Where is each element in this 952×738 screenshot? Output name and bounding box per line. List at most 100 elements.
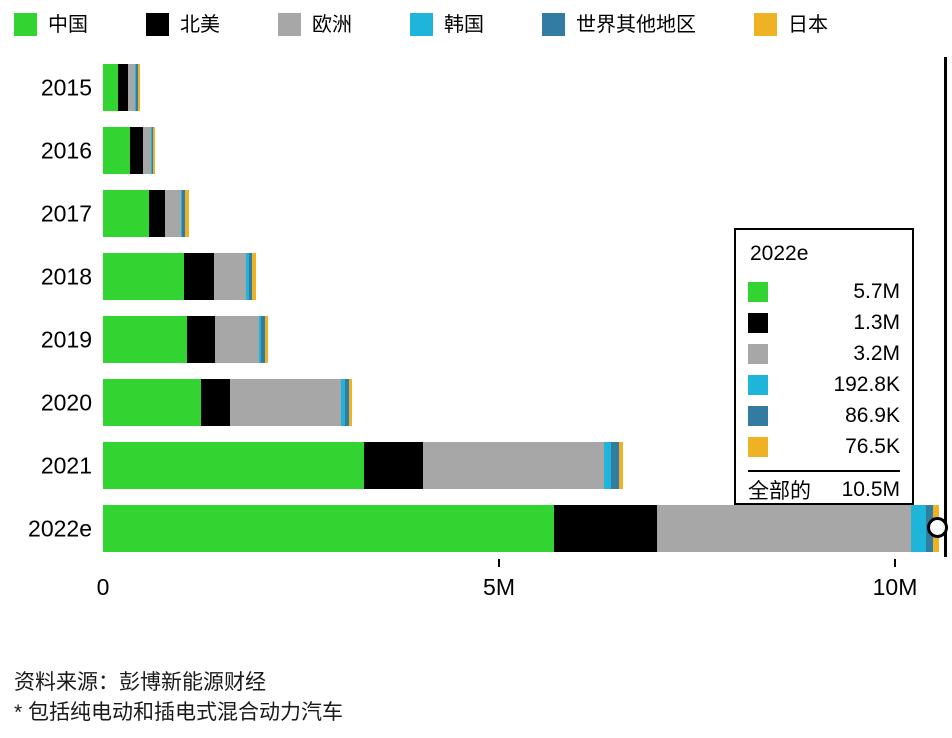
tooltip-swatch-icon <box>748 436 768 457</box>
tooltip-value: 76.5K <box>845 434 900 458</box>
stacked-bar-2018[interactable] <box>103 253 256 300</box>
tooltip-value: 3.2M <box>853 341 900 365</box>
bar-segment[interactable] <box>344 379 350 426</box>
bar-segment[interactable] <box>150 127 152 174</box>
bar-segment[interactable] <box>554 505 658 552</box>
bar-segment[interactable] <box>103 505 555 552</box>
bar-segment[interactable] <box>182 190 185 237</box>
bar-segment[interactable] <box>129 127 143 174</box>
bar-segment[interactable] <box>422 442 604 489</box>
bar-segment[interactable] <box>127 64 136 111</box>
legend-swatch-icon <box>14 13 37 36</box>
x-tick-mark <box>498 559 500 567</box>
bar-segment[interactable] <box>603 442 612 489</box>
tooltip-value: 1.3M <box>853 310 900 334</box>
bar-segment[interactable] <box>251 253 256 300</box>
stacked-bar-2020[interactable] <box>103 379 352 426</box>
bar-row-2019: 2019 <box>0 308 952 371</box>
tooltip-row: 3.2M <box>748 338 900 369</box>
bar-row-2021: 2021 <box>0 434 952 497</box>
legend-label: 韩国 <box>444 13 484 36</box>
chart-footer: 资料来源：彭博新能源财经 * 包括纯电动和插电式混合动力汽车 <box>14 668 343 728</box>
tooltip-swatch-icon <box>748 374 768 395</box>
chart-legend: 中国 北美 欧洲 韩国 世界其他地区 日本 <box>14 13 828 36</box>
bar-segment[interactable] <box>246 253 249 300</box>
bar-segment[interactable] <box>248 253 252 300</box>
tooltip-row: 192.8K <box>748 369 900 400</box>
tooltip: 2022e 5.7M 1.3M 3.2M 192.8K 86.9K 76.5K 全部的 1… <box>734 228 914 505</box>
bar-segment[interactable] <box>259 316 262 363</box>
stacked-bar-2019[interactable] <box>103 316 269 363</box>
bar-segment[interactable] <box>214 316 259 363</box>
bar-segment[interactable] <box>103 64 119 111</box>
year-label: 2018 <box>40 263 92 289</box>
legend-swatch-icon <box>278 13 301 36</box>
bar-segment[interactable] <box>103 253 184 300</box>
tooltip-value: 5.7M <box>853 279 900 303</box>
bar-segment[interactable] <box>181 190 183 237</box>
bar-segment[interactable] <box>261 316 266 363</box>
tooltip-rows: 5.7M 1.3M 3.2M 192.8K 86.9K 76.5K <box>748 276 900 462</box>
bar-row-2017: 2017 <box>0 182 952 245</box>
bar-segment[interactable] <box>137 64 140 111</box>
bar-segment[interactable] <box>142 127 151 174</box>
tooltip-swatch-icon <box>748 405 768 426</box>
stacked-bar-2017[interactable] <box>103 190 190 237</box>
legend-item-3: 欧洲 <box>278 13 352 36</box>
bar-segment[interactable] <box>103 379 202 426</box>
legend-swatch-icon <box>754 13 777 36</box>
bar-segment[interactable] <box>340 379 345 426</box>
legend-label: 欧洲 <box>312 13 352 36</box>
source-text: 资料来源：彭博新能源财经 <box>14 671 266 694</box>
bar-segment[interactable] <box>611 442 619 489</box>
bar-row-2015: 2015 <box>0 56 952 119</box>
bar-segment[interactable] <box>164 190 182 237</box>
bar-segment[interactable] <box>103 127 130 174</box>
end-reference-line <box>944 57 947 557</box>
tooltip-separator <box>748 470 900 472</box>
tooltip-swatch-icon <box>748 343 768 364</box>
legend-item-2: 北美 <box>146 13 220 36</box>
stacked-bar-2021[interactable] <box>103 442 623 489</box>
legend-item-5: 世界其他地区 <box>542 13 696 36</box>
bar-segment[interactable] <box>151 127 154 174</box>
legend-swatch-icon <box>146 13 169 36</box>
bar-segment[interactable] <box>118 64 128 111</box>
year-label: 2021 <box>40 452 92 478</box>
bar-segment[interactable] <box>148 190 165 237</box>
bar-segment[interactable] <box>186 316 215 363</box>
bar-segment[interactable] <box>103 442 365 489</box>
bar-segment[interactable] <box>136 64 138 111</box>
bar-segment[interactable] <box>183 253 214 300</box>
bar-row-2022e: 2022e <box>0 497 952 560</box>
stacked-bar-2015[interactable] <box>103 64 140 111</box>
bar-segment[interactable] <box>135 64 137 111</box>
year-label: 2017 <box>40 200 92 226</box>
bar-segment[interactable] <box>910 505 927 552</box>
bar-segment[interactable] <box>229 379 341 426</box>
tooltip-swatch-icon <box>748 312 768 333</box>
bar-segment[interactable] <box>657 505 911 552</box>
bar-segment[interactable] <box>364 442 423 489</box>
legend-label: 北美 <box>180 13 220 36</box>
bar-segment[interactable] <box>201 379 230 426</box>
bar-row-2020: 2020 <box>0 371 952 434</box>
bar-segment[interactable] <box>103 190 149 237</box>
legend-item-1: 中国 <box>14 13 88 36</box>
bar-row-2018: 2018 <box>0 245 952 308</box>
bar-segment[interactable] <box>349 379 352 426</box>
stacked-bar-2016[interactable] <box>103 127 156 174</box>
bar-segment[interactable] <box>265 316 269 363</box>
bar-segment[interactable] <box>618 442 623 489</box>
bar-row-2016: 2016 <box>0 119 952 182</box>
bar-segment[interactable] <box>153 127 156 174</box>
x-tick-mark <box>894 559 896 567</box>
bar-segment[interactable] <box>184 190 190 237</box>
legend-label: 中国 <box>48 13 88 36</box>
year-label: 2022e <box>28 515 92 541</box>
tooltip-row: 86.9K <box>748 400 900 431</box>
stacked-bar-2022e[interactable] <box>103 505 940 552</box>
bar-segment[interactable] <box>103 316 187 363</box>
bar-segment[interactable] <box>213 253 247 300</box>
tooltip-row: 5.7M <box>748 276 900 307</box>
